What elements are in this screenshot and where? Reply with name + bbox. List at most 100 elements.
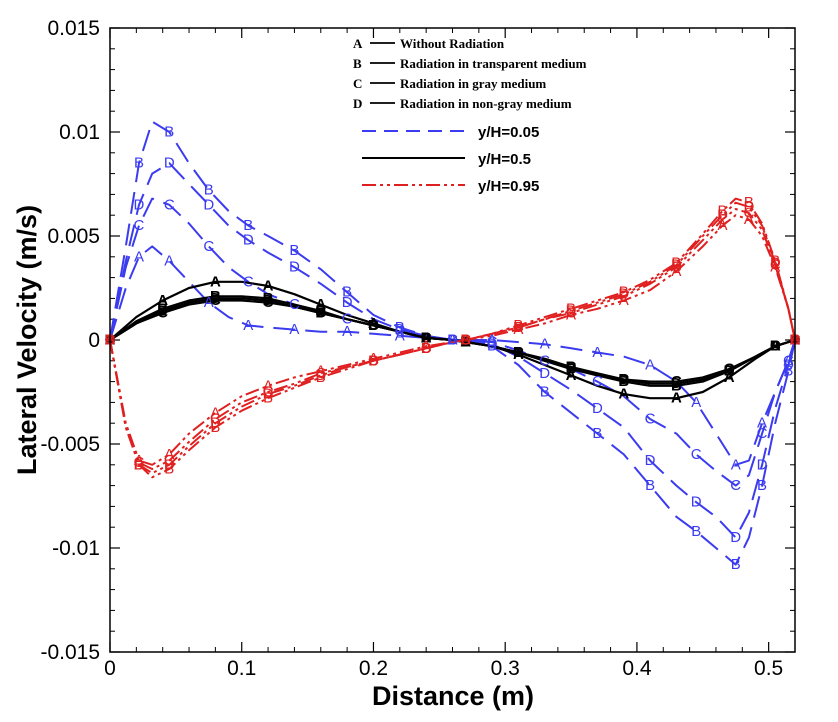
marker-high-b: B xyxy=(164,460,174,477)
marker-mid-b: B xyxy=(618,373,629,390)
marker-low-d: D xyxy=(592,400,603,417)
marker-high-c: C xyxy=(770,257,781,274)
marker-mid-c: C xyxy=(315,304,326,321)
marker-low-a: A xyxy=(645,356,655,373)
marker-mid-d: D xyxy=(368,317,379,334)
marker-mid-c: C xyxy=(421,329,432,346)
marker-high-b: B xyxy=(461,332,471,349)
marker-low-b: B xyxy=(134,155,144,172)
marker-low-b: B xyxy=(204,182,214,199)
case-legend-label: Radiation in gray medium xyxy=(400,76,546,91)
marker-low-b: B xyxy=(540,384,550,401)
marker-mid-d: D xyxy=(315,304,326,321)
marker-low-b: B xyxy=(645,477,655,494)
marker-low-c: C xyxy=(645,411,656,428)
marker-mid-b: B xyxy=(368,317,379,334)
marker-high-b: B xyxy=(770,252,780,269)
marker-high-a: A xyxy=(164,446,174,463)
marker-high-d: D xyxy=(717,207,728,224)
marker-low-b: B xyxy=(783,363,793,380)
marker-high-c: C xyxy=(368,352,379,369)
series-line-high-b xyxy=(109,197,796,479)
marker-high-d: D xyxy=(513,319,524,336)
marker-low-b: B xyxy=(487,338,497,355)
marker-low-a: A xyxy=(540,336,550,353)
marker-mid-a: A xyxy=(770,338,781,355)
marker-mid-d: D xyxy=(770,338,781,355)
marker-low-b: B xyxy=(243,217,253,234)
marker-mid-b: B xyxy=(210,288,221,305)
marker-mid-b: B xyxy=(513,344,524,361)
style-legend: y/H=0.05 y/H=0.5 y/H=0.95 xyxy=(362,124,539,195)
marker-low-a: A xyxy=(691,394,701,411)
case-legend-letter: B xyxy=(353,56,362,71)
marker-high-c: C xyxy=(671,259,682,276)
marker-mid-b: B xyxy=(263,290,274,307)
marker-high-d: D xyxy=(210,415,221,432)
marker-high-b: B xyxy=(671,255,681,272)
marker-low-c: C xyxy=(592,373,603,390)
marker-mid-d: D xyxy=(724,363,735,380)
plot-frame xyxy=(109,27,796,653)
marker-high-d: D xyxy=(164,456,175,473)
marker-low-c: C xyxy=(134,217,145,234)
case-legend-entry-c: C Radiation in gray medium xyxy=(353,76,546,91)
marker-low-d: D xyxy=(342,294,353,311)
marker-high-d: D xyxy=(421,340,432,357)
marker-mid-d: D xyxy=(157,302,168,319)
y-tick-label: 0.005 xyxy=(47,225,100,248)
marker-high-d: D xyxy=(671,257,682,274)
marker-mid-a: A xyxy=(513,346,524,363)
marker-low-b: B xyxy=(342,284,352,301)
series-line-high-d xyxy=(109,201,796,475)
marker-mid-c: C xyxy=(566,359,577,376)
style-legend-entry: y/H=0.95 xyxy=(362,178,539,195)
series-line-low-a xyxy=(109,245,796,466)
marker-high-b: B xyxy=(263,390,273,407)
marker-high-a: A xyxy=(671,263,681,280)
case-legend: A Without Radiation B Radiation in transpar… xyxy=(353,36,587,111)
marker-low-b: B xyxy=(164,124,174,141)
marker-low-b: B xyxy=(731,556,741,573)
marker-low-a: A xyxy=(204,294,214,311)
marker-low-d: D xyxy=(730,529,741,546)
case-legend-label: Without Radiation xyxy=(400,36,505,51)
case-legend-entry-a: A Without Radiation xyxy=(353,36,505,51)
marker-mid-d: D xyxy=(421,329,432,346)
marker-high-d: D xyxy=(315,367,326,384)
marker-mid-a: A xyxy=(460,334,471,351)
case-legend-label: Radiation in non-gray medium xyxy=(400,96,572,111)
marker-low-c: C xyxy=(447,332,458,349)
marker-mid-c: C xyxy=(263,294,274,311)
marker-low-c: C xyxy=(342,311,353,328)
style-legend-label: y/H=0.5 xyxy=(478,151,531,168)
x-tick-label: 0 xyxy=(104,657,116,680)
marker-low-d: D xyxy=(645,452,656,469)
marker-mid-b: B xyxy=(671,377,682,394)
marker-mid-a: A xyxy=(315,296,326,313)
marker-mid-b: B xyxy=(315,302,326,319)
axis-ticks xyxy=(109,27,795,653)
marker-low-d: D xyxy=(447,332,458,349)
style-legend-entry: y/H=0.05 xyxy=(362,124,539,141)
marker-mid-c: C xyxy=(460,334,471,351)
style-legend-label: y/H=0.95 xyxy=(478,178,539,195)
marker-high-d: D xyxy=(368,352,379,369)
tick-labels: 0 0.1 0.2 0.3 0.4 0.5 -0.015 -0.01 -0.005 0 0.005 0… xyxy=(40,17,783,680)
marker-low-c: C xyxy=(487,334,498,351)
marker-low-d: D xyxy=(203,196,214,213)
marker-low-d: D xyxy=(289,259,300,276)
marker-mid-c: C xyxy=(671,373,682,390)
marker-high-b: B xyxy=(368,352,378,369)
marker-low-a: A xyxy=(243,317,253,334)
x-tick-label: 0.1 xyxy=(227,657,256,680)
series-line-low-d xyxy=(109,162,796,539)
marker-mid-c: C xyxy=(513,344,524,361)
marker-low-a: A xyxy=(731,456,741,473)
marker-mid-a: A xyxy=(618,386,629,403)
case-legend-letter: A xyxy=(353,36,363,51)
marker-high-a: A xyxy=(134,452,144,469)
marker-high-c: C xyxy=(618,288,629,305)
marker-high-a: A xyxy=(513,321,523,338)
x-tick-label: 0.3 xyxy=(491,657,520,680)
